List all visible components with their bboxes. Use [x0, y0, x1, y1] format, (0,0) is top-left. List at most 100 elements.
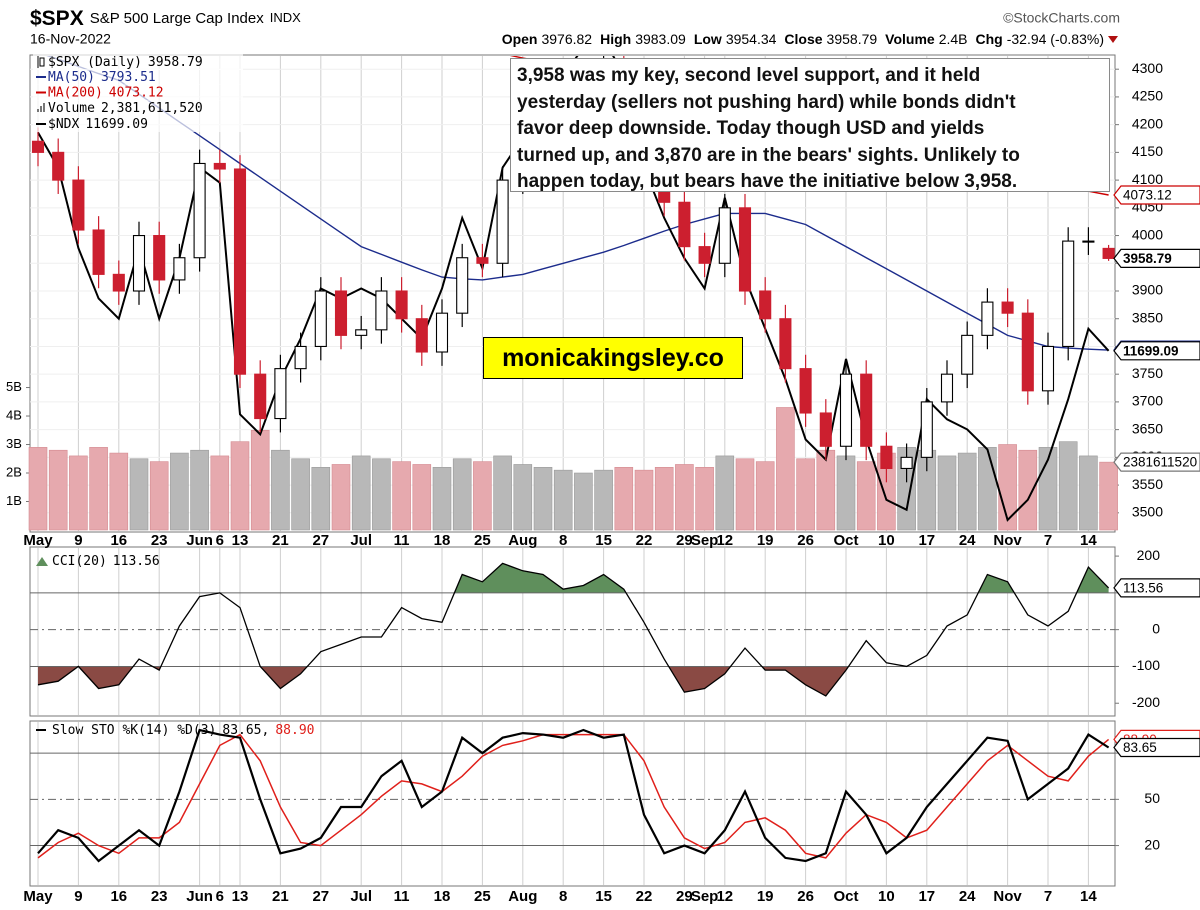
legend-text: $SPX (Daily) — [48, 55, 142, 70]
exchange: INDX — [270, 10, 301, 25]
candle — [254, 360, 267, 433]
candle — [456, 243, 469, 328]
candle — [940, 360, 954, 416]
legend-icon — [37, 109, 39, 112]
volume-bar — [1099, 461, 1118, 531]
x-tick-label: 27 — [312, 532, 329, 549]
candle-body — [678, 201, 691, 248]
candle — [314, 277, 327, 361]
annotation-line: favor deep downside. Today though USD an… — [517, 118, 985, 139]
volume-bar — [533, 467, 553, 531]
volume-bar — [755, 461, 775, 531]
down-arrow — [1108, 36, 1118, 43]
legend-text: Volume — [48, 101, 95, 116]
candle-body — [31, 140, 45, 153]
x-tick-label: 21 — [272, 532, 289, 549]
annotation-line: turned up, and 3,870 are in the bears' s… — [517, 144, 1020, 166]
y-tick-label: 3B — [6, 436, 22, 451]
candle-body — [435, 312, 449, 353]
legend-text: 3793.51 — [101, 70, 156, 85]
label: Volume — [885, 31, 935, 47]
x-tick-label: 18 — [434, 532, 451, 549]
y-tick-label: 3750 — [1132, 365, 1163, 381]
x-tick-label: 14 — [1080, 532, 1097, 549]
candle — [1082, 227, 1095, 255]
volume-bar — [675, 464, 694, 531]
x-tick-label: May — [23, 532, 53, 549]
y-tick-label: 3550 — [1132, 476, 1163, 492]
candle — [415, 304, 428, 366]
x-tick-label: 25 — [474, 532, 491, 549]
candle-body — [274, 368, 287, 420]
candle-body — [334, 290, 348, 336]
legend-icon — [36, 557, 48, 566]
legend-text: 83.65 — [222, 723, 261, 738]
volume-bar — [735, 458, 755, 531]
value-marker — [1113, 341, 1200, 361]
x-tick-label: 7 — [1044, 532, 1052, 549]
value-marker — [1113, 452, 1200, 472]
legend-entry: $NDX 11699.09 — [48, 117, 148, 132]
candle-body — [779, 318, 792, 370]
volume-bar — [331, 464, 351, 531]
x-tick-label: 6 — [216, 888, 224, 905]
candle — [233, 155, 247, 389]
candle — [779, 304, 792, 383]
volume-bar — [776, 407, 795, 531]
x-tick-label: 24 — [959, 888, 976, 905]
candle-body — [193, 162, 206, 259]
x-tick-label: 9 — [74, 532, 82, 549]
watermark: monicakingsley.co — [483, 337, 743, 379]
x-tick-label: 29 — [676, 888, 693, 905]
x-tick-label: Nov — [993, 532, 1022, 549]
x-tick-label: 22 — [636, 532, 653, 549]
candle — [274, 354, 287, 433]
volume-bar — [715, 455, 735, 531]
volume-bar — [109, 452, 129, 531]
volume-bar — [796, 458, 815, 531]
candle — [476, 243, 489, 278]
label: Low — [694, 31, 722, 47]
y-tick-label: 200 — [1137, 547, 1161, 563]
candle-body — [1062, 240, 1075, 348]
volume-bar — [311, 467, 331, 531]
candle-body — [1082, 240, 1095, 243]
value-marker-label: 2381611520 — [1123, 455, 1197, 470]
volume-bar — [937, 455, 957, 531]
annotation-line: 3,958 was my key, second level support, … — [517, 65, 981, 86]
candle-body — [738, 207, 752, 292]
y-tick-label: 4300 — [1132, 60, 1163, 76]
volume-bar — [614, 467, 634, 531]
volume-bar — [654, 467, 674, 531]
candle — [1021, 299, 1034, 405]
volume-bar — [392, 461, 411, 531]
volume-bar — [634, 469, 654, 531]
candle — [173, 243, 186, 294]
y-tick-label: -200 — [1132, 694, 1160, 710]
volume-bar — [473, 461, 492, 531]
legend-text: MA(50) — [48, 70, 95, 85]
candle-body — [254, 373, 267, 420]
sto-k-line — [37, 728, 1110, 863]
candle — [981, 288, 994, 350]
x-tick-label: 21 — [272, 888, 289, 905]
candle-body — [314, 290, 327, 348]
legend-text: MA(200) — [48, 85, 103, 100]
candle — [1062, 227, 1075, 361]
legend-icon — [40, 106, 42, 112]
value-marker — [1113, 248, 1200, 269]
candle — [213, 149, 226, 183]
legend-bg — [33, 116, 243, 132]
volume-bar — [594, 469, 613, 531]
x-tick-label: Jul — [350, 532, 372, 549]
value-marker-label: 113.56 — [1123, 580, 1163, 595]
value-marker-label: 3958.79 — [1123, 251, 1172, 266]
volume-bar — [432, 467, 452, 531]
x-tick-label: 10 — [878, 532, 895, 549]
legend-text: Slow STO %K(14) %D(3) — [52, 723, 216, 738]
volume-bar — [836, 455, 856, 531]
candle — [72, 166, 85, 244]
value: 3976.82 — [541, 31, 592, 47]
y-tick-label: 3700 — [1132, 393, 1163, 409]
y-tick-label: 4100 — [1132, 171, 1163, 187]
